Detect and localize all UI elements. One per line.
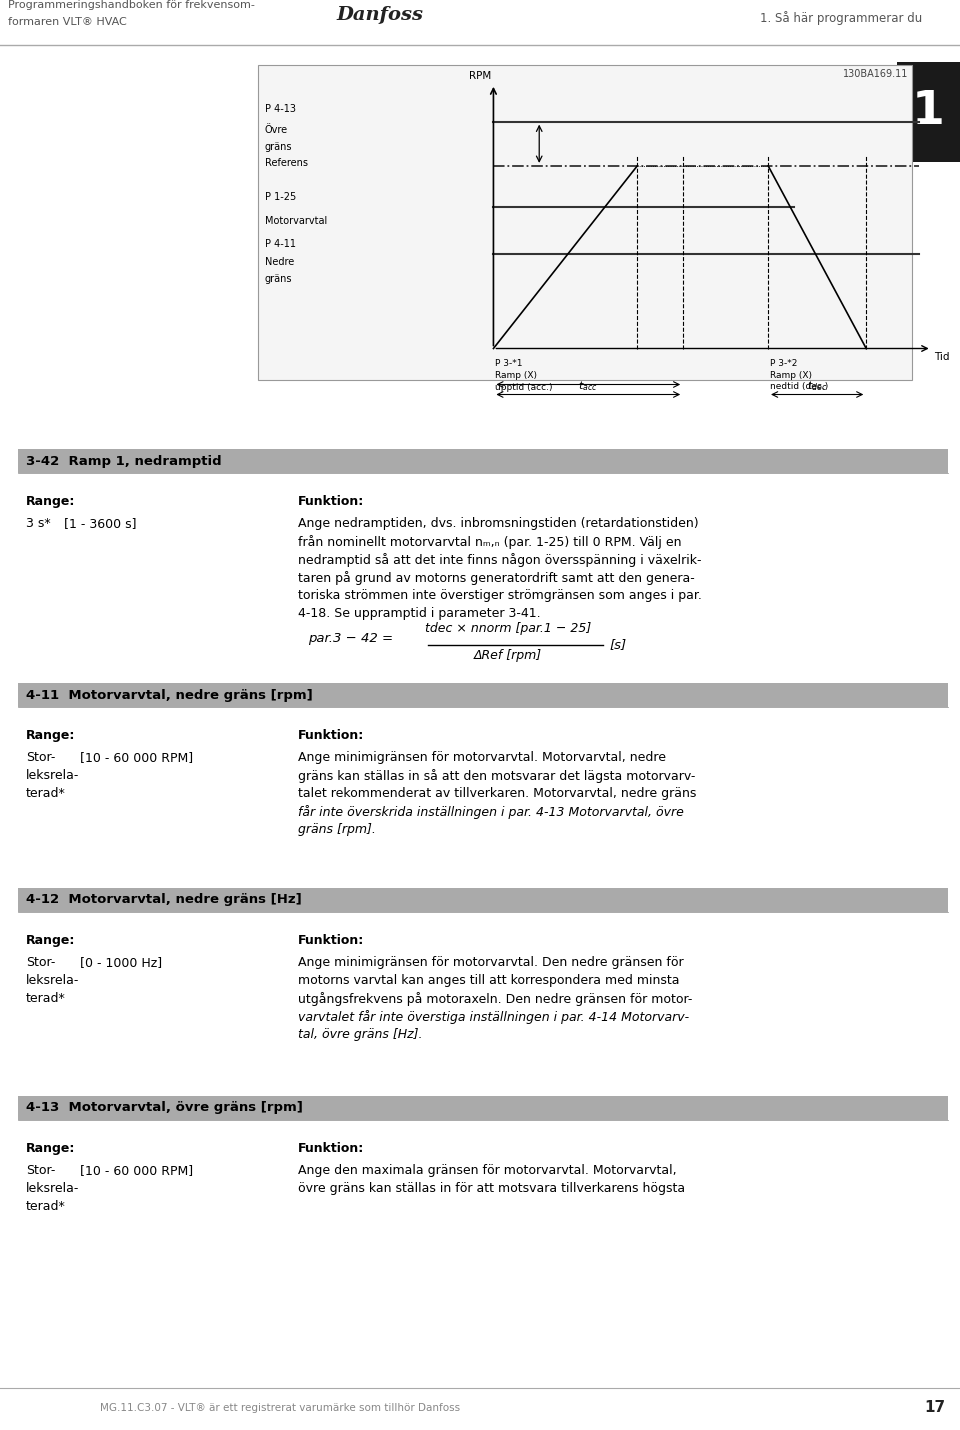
Text: 4-11  Motorvarvtal, nedre gräns [rpm]: 4-11 Motorvarvtal, nedre gräns [rpm] [26,688,313,702]
Text: nedramptid så att det inte finns någon översspänning i växelrik-: nedramptid så att det inte finns någon ö… [298,553,702,566]
Bar [18,888,948,912]
Text: Funktion:: Funktion: [298,934,364,947]
Text: taren på grund av motorns generatordrift samt att den genera-: taren på grund av motorns generatordrift… [298,571,695,585]
Text: gräns: gräns [265,142,292,152]
Text: terad*: terad* [26,992,65,1005]
Text: leksrela-: leksrela- [26,769,80,782]
Text: Funktion:: Funktion: [298,729,364,742]
Text: tal, övre gräns [Hz].: tal, övre gräns [Hz]. [298,1028,422,1041]
Text: formaren VLT® HVAC: formaren VLT® HVAC [8,17,127,27]
Bar [258,64,912,380]
Text: 1: 1 [912,90,945,134]
Text: utgångsfrekvens på motoraxeln. Den nedre gränsen för motor-: utgångsfrekvens på motoraxeln. Den nedre… [298,992,692,1005]
Text: Range:: Range: [26,1143,76,1155]
Text: [s]: [s] [609,639,626,652]
Text: motorns varvtal kan anges till att korrespondera med minsta: motorns varvtal kan anges till att korre… [298,974,680,987]
Bar [897,61,960,162]
Text: varvtalet får inte överstiga inställningen i par. 4-14 Motorvarv-: varvtalet får inte överstiga inställning… [298,1010,689,1024]
Text: 4-13  Motorvarvtal, övre gräns [rpm]: 4-13 Motorvarvtal, övre gräns [rpm] [26,1101,302,1114]
Text: gräns [rpm].: gräns [rpm]. [298,824,376,837]
Text: Ange minimigränsen för motorvarvtal. Den nedre gränsen för: Ange minimigränsen för motorvarvtal. Den… [298,957,684,970]
Text: Stor-: Stor- [26,957,56,970]
Text: övre gräns kan ställas in för att motsvara tillverkarens högsta: övre gräns kan ställas in för att motsva… [298,1183,685,1195]
Text: gräns kan ställas in så att den motsvarar det lägsta motorvarv-: gräns kan ställas in så att den motsvara… [298,769,695,784]
Text: Ramp (X): Ramp (X) [495,370,538,379]
Text: P 3-*2: P 3-*2 [770,359,798,368]
Text: Ange den maximala gränsen för motorvarvtal. Motorvarvtal,: Ange den maximala gränsen för motorvarvt… [298,1164,677,1177]
Text: 3 s*: 3 s* [26,518,51,531]
Text: 3-42  Ramp 1, nedramptid: 3-42 Ramp 1, nedramptid [26,455,222,468]
Text: gräns: gräns [265,275,292,285]
Text: från nominellt motorvarvtal nₘ,ₙ (par. 1-25) till 0 RPM. Välj en: från nominellt motorvarvtal nₘ,ₙ (par. 1… [298,535,682,549]
Text: [10 - 60 000 RPM]: [10 - 60 000 RPM] [64,1164,193,1177]
Text: Stor-: Stor- [26,1164,56,1177]
Text: $t_{dec}$: $t_{dec}$ [807,379,828,392]
Text: får inte överskrida inställningen i par. 4-13 Motorvarvtal, övre: får inte överskrida inställningen i par.… [298,805,684,819]
Text: terad*: terad* [26,787,65,799]
Text: 17: 17 [924,1400,945,1416]
Text: 4-18. Se uppramptid i parameter 3-41.: 4-18. Se uppramptid i parameter 3-41. [298,606,540,621]
Text: 4-12  Motorvarvtal, nedre gräns [Hz]: 4-12 Motorvarvtal, nedre gräns [Hz] [26,894,301,907]
Text: toriska strömmen inte överstiger strömgränsen som anges i par.: toriska strömmen inte överstiger strömgr… [298,589,702,602]
Text: Funktion:: Funktion: [298,495,364,508]
Text: Tid: Tid [934,352,949,362]
Text: Stor-: Stor- [26,751,56,764]
Text: Motorvarvtal: Motorvarvtal [265,216,326,226]
Text: nedtid (dec.): nedtid (dec.) [770,382,828,392]
Text: upptid (acc.): upptid (acc.) [495,382,553,392]
Text: P 4-11: P 4-11 [265,239,296,249]
Text: 1. Så här programmerar du: 1. Så här programmerar du [760,11,923,24]
Text: $t_{acc}$: $t_{acc}$ [579,379,598,392]
Text: Ange nedramptiden, dvs. inbromsningstiden (retardationstiden): Ange nedramptiden, dvs. inbromsningstide… [298,518,699,531]
Text: leksrela-: leksrela- [26,1183,80,1195]
Text: Ramp (X): Ramp (X) [770,370,812,379]
Text: [1 - 3600 s]: [1 - 3600 s] [64,518,136,531]
Text: Nedre: Nedre [265,257,294,267]
Text: Range:: Range: [26,495,76,508]
Text: Danfoss: Danfoss [337,6,423,24]
Text: 130BA169.11: 130BA169.11 [843,69,908,79]
Bar [18,684,948,706]
Bar [18,449,948,473]
Text: Range:: Range: [26,729,76,742]
Bar [18,1095,948,1120]
Text: [10 - 60 000 RPM]: [10 - 60 000 RPM] [64,751,193,764]
Text: Övre: Övre [265,124,288,134]
Text: tdec × nnorm [par.1 − 25]: tdec × nnorm [par.1 − 25] [425,622,591,635]
Text: P 4-13: P 4-13 [265,104,296,114]
Text: terad*: terad* [26,1200,65,1213]
Text: Funktion:: Funktion: [298,1143,364,1155]
Text: P 1-25: P 1-25 [265,192,296,202]
Text: [0 - 1000 Hz]: [0 - 1000 Hz] [64,957,162,970]
Text: MG.11.C3.07 - VLT® är ett registrerat varumärke som tillhör Danfoss: MG.11.C3.07 - VLT® är ett registrerat va… [100,1403,460,1413]
Text: leksrela-: leksrela- [26,974,80,987]
Text: Referens: Referens [265,157,307,167]
Text: Ange minimigränsen för motorvarvtal. Motorvarvtal, nedre: Ange minimigränsen för motorvarvtal. Mot… [298,751,666,764]
Text: talet rekommenderat av tillverkaren. Motorvarvtal, nedre gräns: talet rekommenderat av tillverkaren. Mot… [298,787,696,799]
Text: ΔRef [rpm]: ΔRef [rpm] [474,649,542,662]
Text: P 3-*1: P 3-*1 [495,359,523,368]
Text: Range:: Range: [26,934,76,947]
Text: Programmeringshandboken för frekvensom-: Programmeringshandboken för frekvensom- [8,0,254,10]
Text: par.3 − 42 =: par.3 − 42 = [308,632,394,645]
Text: RPM: RPM [469,70,492,80]
